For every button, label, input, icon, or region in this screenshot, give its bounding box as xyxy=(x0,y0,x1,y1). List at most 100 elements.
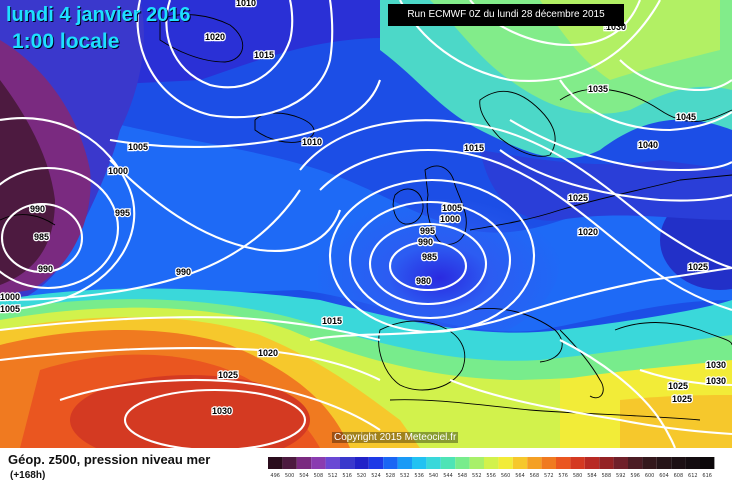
isobar-label: 1005 xyxy=(0,304,20,314)
legend-swatch xyxy=(440,457,456,469)
legend-tick-label: 532 xyxy=(400,473,410,479)
legend-swatch xyxy=(584,457,600,469)
isobar-label: 1015 xyxy=(464,143,484,153)
legend-tick-label: 572 xyxy=(544,473,554,479)
isobar-label: 995 xyxy=(115,208,130,218)
legend-swatch xyxy=(484,457,499,469)
legend-swatch xyxy=(700,457,715,469)
legend-tick-label: 552 xyxy=(472,473,482,479)
legend-swatch xyxy=(498,457,513,469)
legend-tick-label: 568 xyxy=(530,473,540,479)
legend-title: Géop. z500, pression niveau mer xyxy=(8,452,211,467)
legend-tick-label: 592 xyxy=(616,473,626,479)
legend-tick-label: 588 xyxy=(602,473,612,479)
legend-tick-label: 548 xyxy=(458,473,468,479)
legend-tick-label: 544 xyxy=(443,473,453,479)
isobar-label: 1040 xyxy=(638,140,658,150)
legend-swatch xyxy=(556,457,571,469)
legend-swatch xyxy=(671,457,686,469)
legend-tick-label: 560 xyxy=(501,473,511,479)
legend-tick-label: 608 xyxy=(674,473,684,479)
isobar-label: 1045 xyxy=(676,112,696,122)
legend-tick-label: 576 xyxy=(558,473,568,479)
isobars xyxy=(0,0,732,448)
isobar-label: 1030 xyxy=(706,360,726,370)
isobar-label: 1010 xyxy=(302,137,322,147)
legend-tick-label: 596 xyxy=(630,473,640,479)
copyright-notice: Copyright 2015 Meteociel.fr xyxy=(332,432,459,443)
forecast-date: lundi 4 janvier 2016 xyxy=(6,4,191,26)
weather-map: 1020 1015 1010 1005 1000 995 990 985 990… xyxy=(0,0,732,448)
isobar-label: 990 xyxy=(30,204,45,214)
isobar-label: 1020 xyxy=(205,32,225,42)
forecast-time: 1:00 locale xyxy=(12,30,120,53)
isobar-label: 985 xyxy=(422,252,437,262)
isobar-label: 1025 xyxy=(688,262,708,272)
legend-swatch xyxy=(469,457,484,469)
legend-tick-label: 504 xyxy=(299,473,309,479)
legend-swatch xyxy=(426,457,441,469)
isobar-label: 1000 xyxy=(440,214,460,224)
legend-tick-label: 616 xyxy=(702,473,712,479)
legend-swatch xyxy=(383,457,398,469)
isobar-label: 980 xyxy=(416,276,431,286)
isobar-label: 1025 xyxy=(668,381,688,391)
isobar-label: 1035 xyxy=(588,84,608,94)
isobar-label: 1000 xyxy=(108,166,128,176)
legend-tick-label: 496 xyxy=(270,473,280,479)
legend-tick-label: 612 xyxy=(688,473,698,479)
legend-swatch xyxy=(512,457,528,469)
legend-swatch xyxy=(282,457,297,469)
legend-swatch xyxy=(368,457,384,469)
legend-swatch xyxy=(613,457,628,469)
isobar-label: 990 xyxy=(38,264,53,274)
legend-tick-label: 516 xyxy=(342,473,352,479)
legend-tick-label: 536 xyxy=(414,473,424,479)
isobar-label: 1020 xyxy=(578,227,598,237)
isobar-label: 990 xyxy=(418,237,433,247)
legend-swatch xyxy=(311,457,326,469)
isobar-label: 990 xyxy=(176,267,191,277)
legend-swatch xyxy=(642,457,657,469)
legend-tick-label: 520 xyxy=(357,473,367,479)
isobar-label: 995 xyxy=(420,226,435,236)
legend-swatch xyxy=(325,457,340,469)
legend-tick-label: 584 xyxy=(587,473,597,479)
isobar-label: 1000 xyxy=(0,292,20,302)
legend-swatch xyxy=(268,457,283,469)
legend-swatch xyxy=(354,457,369,469)
legend-tick-label: 540 xyxy=(429,473,439,479)
legend-tick-label: 524 xyxy=(371,473,381,479)
legend-tick-label: 556 xyxy=(486,473,496,479)
legend-tick-label: 564 xyxy=(515,473,525,479)
isobar-label: 1025 xyxy=(568,193,588,203)
legend-swatch xyxy=(527,457,542,469)
isobar-label: 1030 xyxy=(706,376,726,386)
legend-tick-label: 600 xyxy=(645,473,655,479)
legend-tick-label: 528 xyxy=(386,473,396,479)
isobar-label: 1025 xyxy=(218,370,238,380)
legend-tick-label: 500 xyxy=(285,473,295,479)
legend-swatch xyxy=(541,457,556,469)
isobar-label: 1025 xyxy=(672,394,692,404)
legend-swatch xyxy=(412,457,427,469)
legend-swatch xyxy=(570,457,585,469)
legend-swatch xyxy=(296,457,312,469)
legend-swatch xyxy=(656,457,672,469)
legend-swatch xyxy=(397,457,412,469)
legend-swatch xyxy=(455,457,470,469)
legend-tick-label: 580 xyxy=(573,473,583,479)
color-scale-bar: 496 500 504 508 512 516 520 524 528 532 536 540 544 5… xyxy=(268,457,715,479)
isobar-label: 1015 xyxy=(322,316,342,326)
legend-tick-label: 604 xyxy=(659,473,669,479)
legend-tick-label: 508 xyxy=(314,473,324,479)
isobar-label: 1015 xyxy=(254,50,274,60)
isobar-label: 1030 xyxy=(212,406,232,416)
isobar-label: 1010 xyxy=(236,0,256,8)
legend-swatch xyxy=(599,457,614,469)
isobar-labels: 1020 1015 1010 1005 1000 995 990 985 990… xyxy=(0,0,727,417)
model-run-label: Run ECMWF 0Z du lundi 28 décembre 2015 xyxy=(388,4,624,26)
legend-swatch xyxy=(340,457,355,469)
forecast-hour: (+168h) xyxy=(10,470,46,481)
